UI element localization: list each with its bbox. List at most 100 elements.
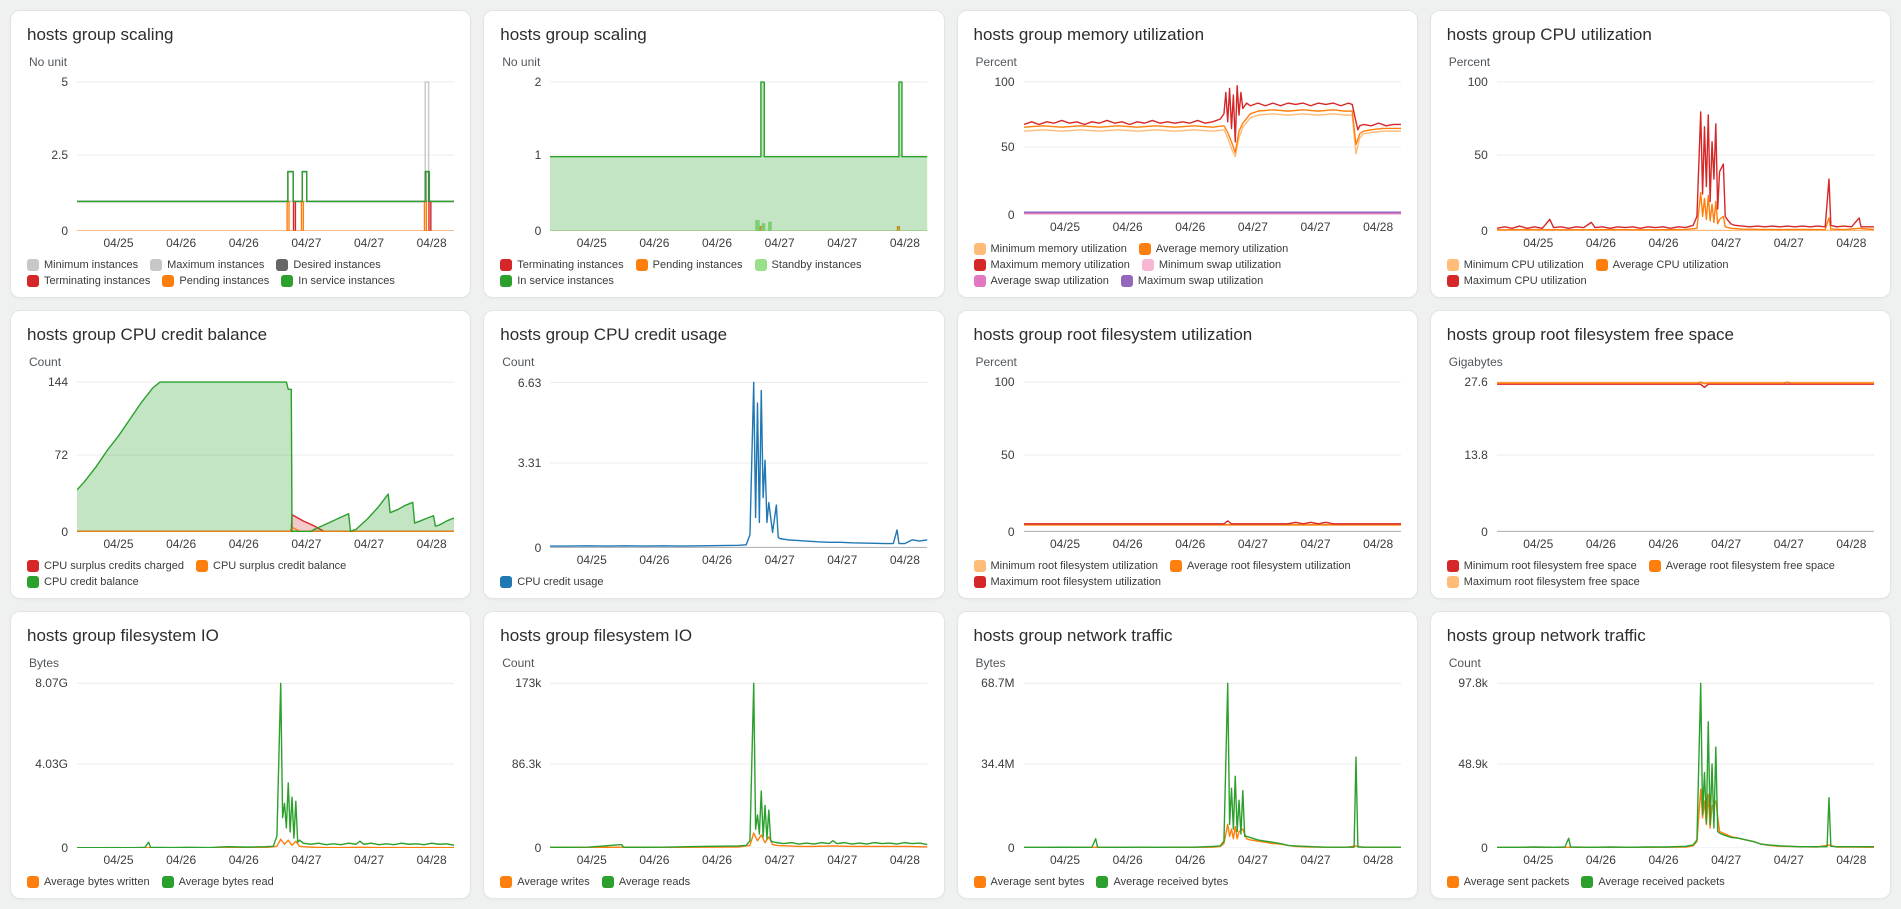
legend-item[interactable]: Minimum root filesystem utilization (973, 559, 1158, 572)
x-tick-label: 04/27 (764, 552, 795, 567)
x-tick-label: 04/25 (103, 853, 134, 867)
chart-panel: hosts group scaling No unit 5 2.5 0 04/2… (10, 10, 472, 299)
y-tick-label: 0 (534, 540, 542, 555)
legend-item[interactable]: Average received packets (1581, 876, 1725, 888)
legend-item[interactable]: Average sent packets (1446, 876, 1569, 888)
chart-plot[interactable] (550, 79, 928, 232)
panel-title: hosts group filesystem IO (27, 625, 219, 645)
legend-swatch (973, 559, 986, 572)
x-tick-label: 04/26 (1175, 853, 1206, 867)
x-tick-label: 04/27 (291, 236, 322, 251)
legend-item[interactable]: Maximum instances (150, 259, 264, 272)
legend-item[interactable]: Average root filesystem utilization (1170, 559, 1351, 572)
legend-item[interactable]: Maximum memory utilization (973, 259, 1130, 272)
legend-label: Maximum CPU utilization (1463, 275, 1587, 288)
y-tick-label: 0 (1007, 841, 1015, 855)
legend-item[interactable]: Minimum memory utilization (973, 243, 1127, 256)
panel-title: hosts group memory utilization (973, 25, 1205, 44)
y-tick-label: 0 (61, 841, 68, 855)
legend-label: Minimum memory utilization (990, 243, 1127, 256)
legend-item[interactable]: Pending instances (635, 259, 743, 272)
chart-plot[interactable] (1497, 379, 1874, 531)
legend-item[interactable]: Standby instances (754, 259, 861, 272)
chart-plot[interactable] (550, 680, 927, 848)
y-tick-label: 50 (1474, 148, 1488, 163)
legend-swatch (196, 559, 209, 572)
legend-swatch (281, 275, 294, 288)
legend-label: Desired instances (293, 259, 381, 272)
legend-item[interactable]: Maximum CPU utilization (1446, 275, 1587, 288)
x-tick-label: 04/25 (1523, 536, 1554, 551)
panel-title: hosts group network traffic (973, 625, 1173, 645)
chart-plot[interactable] (1497, 680, 1874, 848)
x-tick-label: 04/27 (1773, 853, 1804, 867)
legend: Minimum CPU utilization Average CPU utili… (1446, 251, 1874, 288)
chart-plot[interactable] (77, 79, 454, 231)
x-axis: 04/25 04/26 04/26 04/27 04/27 04/28 (1497, 848, 1874, 868)
chart-plot[interactable] (1024, 379, 1401, 531)
legend-item[interactable]: Terminating instances (500, 259, 624, 272)
legend-item[interactable]: CPU surplus credits charged (27, 559, 184, 572)
legend-item[interactable]: Average reads (601, 876, 691, 888)
chart-plot[interactable] (77, 680, 454, 848)
chart-plot[interactable] (550, 379, 927, 547)
legend-item[interactable]: Desired instances (276, 259, 381, 272)
chart-plot[interactable] (1024, 680, 1401, 848)
legend-item[interactable]: Minimum CPU utilization (1446, 259, 1584, 272)
legend-label: Average bytes read (178, 876, 274, 888)
chart-panel: hosts group CPU credit usage Count 6.63 … (483, 310, 945, 599)
legend-item[interactable]: Average bytes read (161, 876, 274, 888)
legend-label: Minimum swap utilization (1158, 259, 1282, 272)
y-tick-label: 5 (61, 75, 68, 90)
chart-plot[interactable] (1497, 79, 1874, 231)
chart-area: 27.6 13.8 0 04/25 04/26 04/26 04/27 04/27 04/… (1447, 375, 1874, 551)
legend-item[interactable]: CPU credit usage (500, 575, 603, 588)
legend-swatch (1446, 275, 1459, 288)
plot-container (77, 79, 454, 231)
legend-item[interactable]: Average swap utilization (973, 275, 1109, 288)
legend: Terminating instances Pending instances St… (500, 251, 927, 288)
legend-item[interactable]: Maximum swap utilization (1120, 275, 1263, 288)
y-tick-label: 0 (534, 841, 542, 855)
legend-item[interactable]: Average bytes written (27, 876, 150, 888)
x-tick-label: 04/28 (1363, 220, 1394, 235)
legend-item[interactable]: Maximum root filesystem utilization (973, 575, 1161, 588)
x-tick-label: 04/25 (103, 536, 134, 551)
x-tick-label: 04/28 (889, 853, 920, 867)
legend-item[interactable]: Maximum root filesystem free space (1446, 575, 1640, 588)
legend-item[interactable]: CPU surplus credit balance (196, 559, 346, 572)
chart-plot[interactable] (77, 379, 455, 532)
panel-title: hosts group CPU credit usage (500, 325, 728, 345)
x-tick-label: 04/27 (827, 853, 858, 867)
legend-swatch (500, 259, 513, 272)
legend-swatch (1141, 259, 1154, 272)
legend-item[interactable]: Minimum instances (27, 259, 138, 272)
x-tick-label: 04/27 (1300, 853, 1331, 867)
legend-item[interactable]: In service instances (281, 275, 395, 288)
legend-item[interactable]: Average sent bytes (973, 876, 1084, 888)
x-tick-label: 04/26 (701, 236, 732, 251)
legend-item[interactable]: Terminating instances (27, 275, 151, 288)
chart-panel: hosts group filesystem IO Bytes 8.07G 4.… (10, 610, 472, 899)
legend-label: Average reads (618, 876, 691, 888)
y-tick-label: 0 (61, 224, 68, 239)
legend-item[interactable]: Average root filesystem free space (1648, 559, 1835, 572)
y-axis-unit-label: Count (29, 355, 62, 370)
y-tick-label: 0 (1481, 224, 1488, 239)
x-tick-label: 04/26 (228, 536, 259, 551)
legend-item[interactable]: Average memory utilization (1138, 243, 1288, 256)
legend-item[interactable]: Pending instances (162, 275, 269, 288)
legend-item[interactable]: CPU credit balance (27, 575, 139, 588)
legend-item[interactable]: In service instances (500, 275, 614, 288)
chart-plot[interactable] (1024, 79, 1401, 215)
x-axis: 04/25 04/26 04/26 04/27 04/27 04/28 (77, 848, 454, 868)
legend-swatch (1120, 275, 1133, 288)
legend-item[interactable]: Minimum swap utilization (1141, 259, 1282, 272)
legend-item[interactable]: Average CPU utilization (1595, 259, 1729, 272)
y-axis-unit-label: Count (502, 355, 535, 370)
legend-item[interactable]: Average writes (500, 876, 590, 888)
legend-swatch (635, 259, 648, 272)
legend-item[interactable]: Minimum root filesystem free space (1446, 559, 1637, 572)
legend-label: Terminating instances (44, 275, 151, 288)
legend-item[interactable]: Average received bytes (1096, 876, 1228, 888)
